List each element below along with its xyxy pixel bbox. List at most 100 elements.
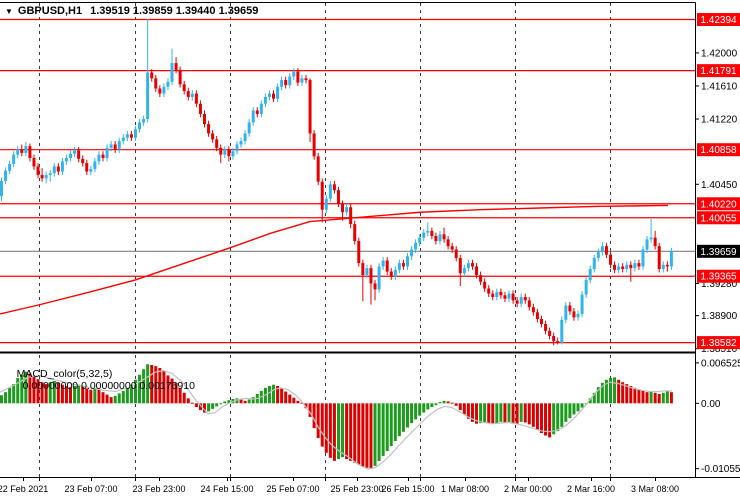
macd-tick-label: -0.010556: [701, 464, 740, 475]
candle: [475, 266, 479, 275]
macd-bar: [227, 400, 231, 404]
macd-bar: [548, 403, 552, 438]
candle: [146, 72, 150, 120]
macd-bar: [479, 403, 483, 424]
candle: [629, 264, 633, 269]
macd-bar: [64, 385, 68, 404]
macd-bar: [146, 364, 150, 404]
candle: [219, 147, 223, 155]
candle: [341, 203, 345, 213]
macd-bar: [560, 403, 564, 427]
chart-title-bar: ▼ GBPUSD,H1 1.39519 1.39859 1.39440 1.39…: [5, 5, 258, 17]
macd-bar: [507, 403, 511, 422]
candle: [515, 300, 519, 304]
macd-bar: [109, 397, 113, 404]
candle: [304, 78, 308, 81]
candle: [8, 163, 12, 171]
price-tick-label: 1.41610: [701, 81, 738, 92]
macd-bar: [531, 403, 535, 427]
candle: [462, 268, 466, 274]
price-tick-label: 1.38900: [701, 311, 738, 322]
macd-bar: [357, 403, 361, 465]
macd-bar: [406, 403, 409, 428]
candle: [121, 137, 125, 142]
candle: [665, 264, 669, 267]
candle: [539, 319, 543, 325]
candle: [385, 260, 389, 272]
time-tick-label: 3 Mar 08:00: [631, 484, 679, 494]
candle: [653, 237, 657, 247]
macd-bar: [539, 403, 543, 434]
macd-bar: [178, 387, 182, 404]
macd-bar: [535, 403, 539, 430]
candle: [320, 181, 324, 210]
candle: [174, 63, 178, 70]
price-axis: 1.42000 1.41610 1.41220 1.40450 1.39280 1.389…: [695, 13, 740, 355]
price-tick-label: 1.39280: [701, 279, 738, 290]
candle: [458, 258, 462, 274]
macd-bar: [194, 403, 198, 408]
macd-bar: [345, 403, 349, 460]
candle: [211, 133, 215, 140]
candles: [0, 19, 673, 346]
price-tick-label: 1.41220: [701, 115, 738, 126]
macd-bar: [280, 388, 284, 404]
candle: [300, 78, 304, 83]
candle: [276, 86, 280, 99]
candle: [353, 224, 357, 242]
macd-bar: [426, 403, 430, 410]
candle: [109, 144, 113, 148]
candle: [117, 141, 121, 150]
candle: [552, 335, 556, 342]
macd-bar: [251, 397, 255, 404]
candle: [361, 263, 365, 275]
macd-bar: [0, 395, 3, 404]
price-badge-label: 1.40220: [700, 199, 737, 210]
candle: [259, 103, 263, 114]
candle: [568, 305, 572, 312]
macd-bar: [397, 403, 401, 437]
candle: [48, 173, 52, 175]
candle: [438, 234, 442, 242]
macd-bar: [495, 403, 499, 424]
candle: [430, 230, 434, 236]
macd-bar: [12, 384, 16, 404]
candle: [138, 122, 142, 130]
macd-bar: [28, 373, 32, 404]
candle: [207, 124, 211, 134]
macd-bar: [353, 403, 357, 463]
macd-bar: [272, 384, 276, 404]
candle: [349, 207, 353, 225]
macd-bar: [617, 379, 621, 404]
macd-bar: [312, 403, 316, 429]
candle: [645, 239, 649, 250]
candle: [548, 330, 552, 336]
moving-average-line: [0, 204, 669, 315]
candle: [77, 150, 81, 159]
time-tick-label: 25 Feb 07:00: [266, 484, 319, 494]
candle: [345, 207, 349, 213]
candle: [365, 268, 369, 275]
candle: [142, 119, 146, 123]
macd-bar: [625, 384, 629, 404]
candle: [316, 156, 320, 182]
indicator-values: 0.00000000 0.00000000 0.00176910: [22, 380, 195, 392]
candle: [373, 283, 377, 290]
candle: [641, 249, 645, 267]
candle: [410, 249, 414, 257]
macd-bar: [320, 403, 324, 447]
symbol-dropdown-icon[interactable]: ▼: [5, 6, 13, 16]
price-tick-label: 1.40450: [701, 180, 738, 191]
candle: [422, 232, 426, 238]
macd-bar: [515, 403, 519, 424]
candle: [604, 246, 608, 255]
indicator-label: MACD_color(5,32,5) 0.00000000 0.00000000…: [5, 356, 195, 404]
macd-bar: [609, 377, 612, 404]
price-badge-label: 1.39659: [700, 247, 737, 258]
macd-bar: [308, 403, 312, 417]
macd-bar: [125, 388, 129, 404]
price-badge-label: 1.38582: [700, 338, 737, 349]
macd-bar: [470, 403, 474, 422]
